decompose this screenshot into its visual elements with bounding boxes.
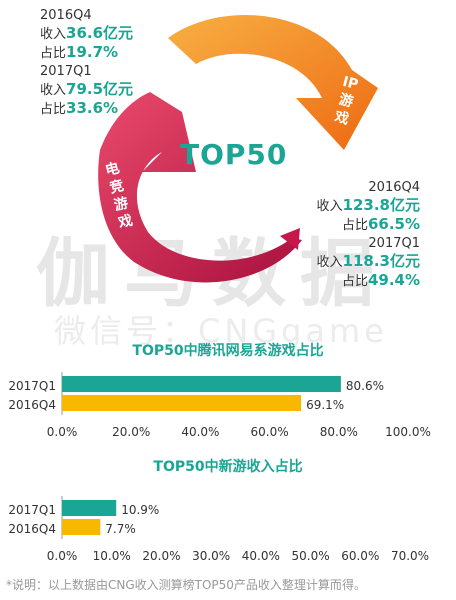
chart2-tick-7: 70.0%	[391, 549, 429, 563]
ip-q4-share: 占比19.7%	[40, 43, 119, 62]
chart1-value-label-0: 80.6%	[346, 379, 384, 393]
ip-q4-revenue: 收入36.6亿元	[40, 24, 134, 43]
ip-q1-label: 2017Q1	[40, 64, 92, 79]
chart2-category-label-0: 2017Q1	[8, 503, 56, 517]
cycle-arrows-graphic	[98, 14, 378, 283]
chart2-value-label-0: 10.9%	[121, 503, 159, 517]
chart2-tick-5: 50.0%	[292, 549, 330, 563]
chart2-tick-4: 40.0%	[242, 549, 280, 563]
chart1-value-label-1: 69.1%	[306, 398, 344, 412]
chart1-tick-2: 40.0%	[181, 425, 219, 439]
es-q1-label: 2017Q1	[368, 236, 420, 251]
chart1-tick-0: 0.0%	[47, 425, 78, 439]
chart2-tick-6: 60.0%	[341, 549, 379, 563]
es-q4-share: 占比66.5%	[341, 215, 420, 234]
ip-q1-share: 占比33.6%	[40, 99, 119, 118]
ip-arrow-shape	[168, 14, 378, 151]
es-q1-share: 占比49.4%	[341, 271, 420, 290]
chart1-bar-1	[62, 395, 302, 411]
esports-stats: 2016Q4 收入123.8亿元 占比66.5% 2017Q1 收入118.3亿…	[317, 180, 420, 289]
chart2-category-label-1: 2016Q4	[8, 522, 56, 536]
es-q4-label: 2016Q4	[368, 180, 420, 195]
chart1-category-label-0: 2017Q1	[8, 379, 56, 393]
footnote: *说明：以上数据由CNG收入测算榜TOP50产品收入整理计算而得。	[6, 578, 366, 592]
ip-games-stats: 2016Q4 收入36.6亿元 占比19.7% 2017Q1 收入79.5亿元 …	[40, 8, 133, 117]
chart1-tick-4: 80.0%	[320, 425, 358, 439]
esports-arrow-shape	[98, 92, 302, 283]
esports-arrow-tail	[280, 228, 300, 250]
es-q4-revenue: 收入123.8亿元	[316, 196, 420, 215]
es-q1-revenue: 收入118.3亿元	[316, 252, 420, 271]
chart2-bar-1	[62, 519, 101, 535]
ip-q1-revenue: 收入79.5亿元	[40, 80, 134, 99]
chart1-tick-5: 100.0%	[385, 425, 431, 439]
center-title: TOP50	[180, 138, 288, 171]
chart2-tick-2: 20.0%	[142, 549, 180, 563]
chart2-title: TOP50中新游收入占比	[153, 459, 303, 475]
chart1-bar-0	[62, 376, 341, 392]
chart2-value-label-1: 7.7%	[105, 522, 136, 536]
chart1-svg: 2017Q1 80.6% 2016Q4 69.1% 0.0% 20.0% 40.0% 60.0…	[8, 372, 431, 439]
chart2-tick-3: 30.0%	[192, 549, 230, 563]
watermark-sub: 微信号：CNGgame	[54, 312, 388, 350]
ip-q4-label: 2016Q4	[40, 8, 92, 23]
chart2-tick-0: 0.0%	[47, 549, 78, 563]
chart2-bar-0	[62, 500, 117, 516]
chart1-tick-3: 60.0%	[251, 425, 289, 439]
chart1-tick-1: 20.0%	[112, 425, 150, 439]
chart2-tick-1: 10.0%	[93, 549, 131, 563]
chart1-category-label-1: 2016Q4	[8, 398, 56, 412]
chart2-svg: 2017Q1 10.9% 2016Q4 7.7% 0.0% 10.0% 20.0% 30.0%…	[8, 496, 429, 563]
chart1-title: TOP50中腾讯网易系游戏占比	[132, 343, 324, 359]
